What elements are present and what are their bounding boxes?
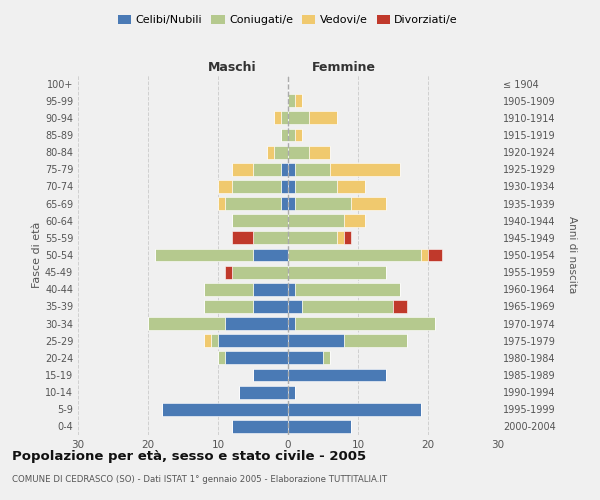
Bar xyxy=(253,300,288,313)
Bar xyxy=(288,266,386,278)
Bar xyxy=(288,197,295,210)
Bar xyxy=(288,352,323,364)
Bar xyxy=(218,180,232,193)
Bar xyxy=(288,386,295,398)
Bar xyxy=(281,197,288,210)
Bar xyxy=(288,128,295,141)
Bar xyxy=(232,266,288,278)
Bar xyxy=(337,232,344,244)
Bar xyxy=(211,334,218,347)
Bar xyxy=(288,180,295,193)
Text: Maschi: Maschi xyxy=(208,61,256,74)
Bar xyxy=(295,94,302,107)
Bar xyxy=(288,368,386,382)
Text: Femmine: Femmine xyxy=(312,61,376,74)
Bar xyxy=(281,180,288,193)
Bar xyxy=(295,180,337,193)
Bar xyxy=(281,112,288,124)
Bar xyxy=(309,112,337,124)
Bar xyxy=(288,146,309,158)
Bar xyxy=(281,128,288,141)
Bar xyxy=(288,112,309,124)
Y-axis label: Anni di nascita: Anni di nascita xyxy=(567,216,577,294)
Bar xyxy=(253,368,288,382)
Bar xyxy=(421,248,428,262)
Bar xyxy=(323,352,330,364)
Bar xyxy=(225,266,232,278)
Legend: Celibi/Nubili, Coniugati/e, Vedovi/e, Divorziati/e: Celibi/Nubili, Coniugati/e, Vedovi/e, Di… xyxy=(113,10,463,30)
Bar xyxy=(288,248,421,262)
Bar xyxy=(288,300,302,313)
Bar xyxy=(232,420,288,433)
Bar xyxy=(225,352,288,364)
Bar xyxy=(155,248,253,262)
Bar xyxy=(344,232,351,244)
Bar xyxy=(225,197,281,210)
Bar xyxy=(344,214,365,227)
Bar xyxy=(288,163,295,175)
Bar xyxy=(295,128,302,141)
Bar xyxy=(225,317,288,330)
Bar xyxy=(267,146,274,158)
Bar xyxy=(253,248,288,262)
Text: COMUNE DI CEDRASCO (SO) - Dati ISTAT 1° gennaio 2005 - Elaborazione TUTTITALIA.I: COMUNE DI CEDRASCO (SO) - Dati ISTAT 1° … xyxy=(12,475,387,484)
Bar xyxy=(218,197,225,210)
Bar xyxy=(288,232,337,244)
Bar xyxy=(274,146,288,158)
Y-axis label: Fasce di età: Fasce di età xyxy=(32,222,42,288)
Bar xyxy=(281,163,288,175)
Bar xyxy=(302,300,393,313)
Bar xyxy=(393,300,407,313)
Bar xyxy=(204,300,253,313)
Bar xyxy=(239,386,288,398)
Bar xyxy=(204,283,253,296)
Bar xyxy=(232,180,281,193)
Text: Popolazione per età, sesso e stato civile - 2005: Popolazione per età, sesso e stato civil… xyxy=(12,450,366,463)
Bar xyxy=(309,146,330,158)
Bar xyxy=(288,334,344,347)
Bar xyxy=(295,317,435,330)
Bar xyxy=(218,352,225,364)
Bar xyxy=(232,214,288,227)
Bar xyxy=(218,334,288,347)
Bar xyxy=(253,232,288,244)
Bar xyxy=(162,403,288,415)
Bar xyxy=(288,283,295,296)
Bar xyxy=(232,163,253,175)
Bar xyxy=(295,163,330,175)
Bar xyxy=(253,283,288,296)
Bar xyxy=(288,214,344,227)
Bar xyxy=(330,163,400,175)
Bar xyxy=(288,403,421,415)
Bar xyxy=(295,283,400,296)
Bar xyxy=(344,334,407,347)
Bar xyxy=(288,317,295,330)
Bar xyxy=(428,248,442,262)
Bar xyxy=(288,94,295,107)
Bar xyxy=(232,232,253,244)
Bar xyxy=(288,420,351,433)
Bar xyxy=(295,197,351,210)
Bar xyxy=(148,317,225,330)
Bar xyxy=(274,112,281,124)
Bar xyxy=(337,180,365,193)
Bar xyxy=(253,163,281,175)
Bar xyxy=(351,197,386,210)
Bar xyxy=(204,334,211,347)
